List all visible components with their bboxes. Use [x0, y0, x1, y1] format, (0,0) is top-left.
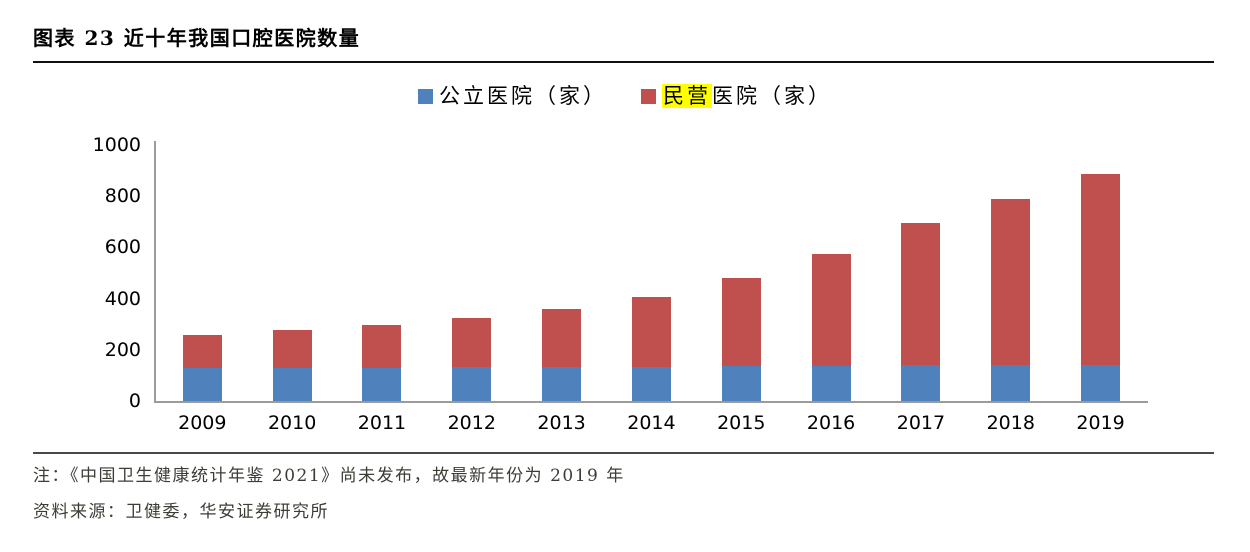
legend-label-public: 公立医院（家） — [439, 84, 607, 108]
x-tick-label-2012: 2012 — [447, 412, 496, 434]
bar-segment-private-2014 — [631, 297, 671, 367]
source-note: 资料来源：卫健委，华安证券研究所 — [33, 502, 329, 522]
bar-segment-public-2019 — [1081, 365, 1121, 401]
bar-segment-private-2018 — [991, 199, 1031, 365]
y-tick-label-600: 600 — [104, 236, 141, 259]
bar-segment-private-2016 — [811, 254, 851, 366]
chart-legend: 公立医院（家） 民营医院（家） — [0, 84, 1250, 108]
footer-divider — [33, 452, 1214, 454]
bar-segment-public-2015 — [721, 366, 761, 401]
bar-segment-public-2011 — [362, 368, 402, 401]
x-tick-label-2011: 2011 — [357, 412, 407, 434]
x-axis-line — [154, 401, 1148, 403]
x-tick-label-2013: 2013 — [537, 412, 586, 434]
x-tick-label-2010: 2010 — [267, 412, 317, 434]
footnote: 注：《中国卫生健康统计年鉴 2021》尚未发布，故最新年份为 2019 年 — [33, 466, 625, 486]
x-tick-label-2017: 2017 — [896, 412, 946, 434]
legend-label-private-highlighted: 民营 — [662, 84, 712, 108]
legend-label-private-rest: 医院（家） — [712, 84, 832, 108]
chart-title: 图表 23 近十年我国口腔医院数量 — [33, 26, 361, 50]
bar-segment-public-2009 — [182, 368, 222, 401]
x-tick-label-2018: 2018 — [986, 412, 1035, 434]
bar-segment-public-2010 — [272, 368, 312, 401]
x-tick-label-2009: 2009 — [178, 412, 227, 434]
legend-label-private: 民营医院（家） — [662, 84, 832, 108]
y-tick-label-400: 400 — [104, 287, 141, 310]
bar-segment-private-2011 — [362, 325, 402, 368]
bar-segment-private-2012 — [452, 318, 492, 367]
bar-segment-public-2018 — [991, 365, 1031, 401]
legend-item-public: 公立医院（家） — [418, 84, 607, 108]
x-tick-label-2016: 2016 — [806, 412, 856, 434]
x-tick-label-2015: 2015 — [717, 412, 766, 434]
y-tick-label-200: 200 — [104, 338, 141, 361]
plot-area — [155, 145, 1147, 401]
bar-segment-private-2013 — [542, 309, 582, 367]
x-tick-label-2019: 2019 — [1076, 412, 1125, 434]
bar-segment-private-2017 — [901, 223, 941, 365]
bar-segment-public-2014 — [631, 367, 671, 401]
title-underline — [33, 61, 1214, 63]
bar-segment-public-2016 — [811, 366, 851, 401]
y-tick-label-800: 800 — [104, 185, 141, 208]
bar-segment-public-2017 — [901, 365, 941, 401]
y-axis-line — [154, 141, 156, 402]
bar-segment-private-2010 — [272, 330, 312, 368]
bar-segment-public-2012 — [452, 367, 492, 401]
public-series-swatch — [418, 88, 433, 104]
bar-segment-private-2015 — [721, 278, 761, 366]
bar-segment-private-2009 — [182, 335, 222, 368]
x-tick-label-2014: 2014 — [627, 412, 676, 434]
legend-item-private: 民营医院（家） — [641, 84, 832, 108]
private-series-swatch — [641, 88, 656, 104]
bar-segment-public-2013 — [542, 367, 582, 401]
bar-segment-private-2019 — [1081, 174, 1121, 365]
y-tick-label-1000: 1000 — [92, 134, 141, 156]
y-tick-label-0: 0 — [128, 390, 141, 412]
